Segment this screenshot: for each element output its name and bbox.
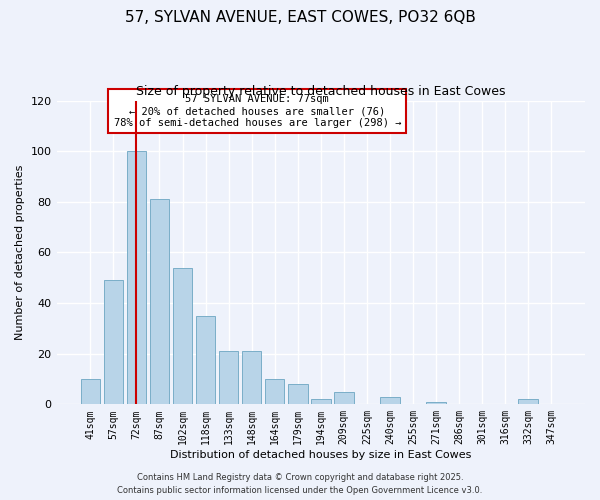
Bar	[196, 316, 215, 404]
Text: Contains HM Land Registry data © Crown copyright and database right 2025.
Contai: Contains HM Land Registry data © Crown c…	[118, 474, 482, 495]
Bar	[80, 379, 100, 404]
Text: 57, SYLVAN AVENUE, EAST COWES, PO32 6QB: 57, SYLVAN AVENUE, EAST COWES, PO32 6QB	[125, 10, 475, 25]
Bar	[219, 351, 238, 405]
Bar	[311, 400, 331, 404]
Text: 57 SYLVAN AVENUE: 77sqm
← 20% of detached houses are smaller (76)
78% of semi-de: 57 SYLVAN AVENUE: 77sqm ← 20% of detache…	[113, 94, 401, 128]
X-axis label: Distribution of detached houses by size in East Cowes: Distribution of detached houses by size …	[170, 450, 472, 460]
Bar	[518, 400, 538, 404]
Bar	[380, 396, 400, 404]
Bar	[149, 200, 169, 404]
Bar	[242, 351, 262, 405]
Bar	[288, 384, 308, 404]
Bar	[127, 151, 146, 405]
Y-axis label: Number of detached properties: Number of detached properties	[15, 165, 25, 340]
Bar	[104, 280, 123, 404]
Bar	[265, 379, 284, 404]
Bar	[173, 268, 193, 404]
Title: Size of property relative to detached houses in East Cowes: Size of property relative to detached ho…	[136, 85, 506, 98]
Bar	[426, 402, 446, 404]
Bar	[334, 392, 353, 404]
